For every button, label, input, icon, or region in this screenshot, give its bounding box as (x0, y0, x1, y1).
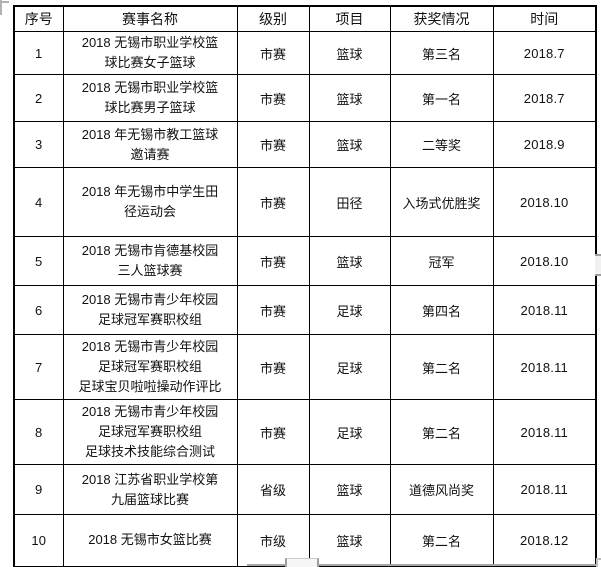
cell-award: 第二名 (389, 334, 494, 400)
cell-no: 10 (13, 514, 64, 567)
cell-date: 2018.11 (492, 285, 597, 335)
cell-date: 2018.9 (492, 121, 597, 168)
cell-event: 2018 无锡市青少年校园 足球冠军赛职校组 足球技术技能综合测试 (62, 399, 238, 465)
table-row: 4 2018 年无锡市中学生田 径运动会 市赛 田径 入场式优胜奖 2018.1… (13, 167, 597, 237)
cell-date: 2018.10 (492, 167, 597, 237)
cell-level: 市赛 (236, 74, 310, 122)
table-row: 1 2018 无锡市职业学校篮 球比赛女子篮球 市赛 篮球 第三名 2018.7 (13, 31, 597, 75)
cell-no: 8 (13, 399, 64, 465)
cell-date: 2018.11 (492, 334, 597, 400)
horizontal-scrollbar-thumb[interactable] (285, 558, 319, 567)
cell-award: 第三名 (389, 31, 494, 75)
cell-award: 第四名 (389, 285, 494, 335)
cell-event: 2018 江苏省职业学校第 九届篮球比赛 (62, 464, 238, 515)
cell-level: 市赛 (236, 167, 310, 237)
cell-sport: 篮球 (308, 121, 391, 168)
table-row: 10 2018 无锡市女篮比赛 市级 篮球 第二名 2018.12 (13, 514, 597, 567)
cell-sport: 篮球 (308, 514, 391, 567)
cell-event: 2018 无锡市女篮比赛 (62, 514, 238, 567)
cell-level: 市赛 (236, 236, 310, 286)
cell-award: 第二名 (389, 399, 494, 465)
cell-event: 2018 无锡市职业学校篮 球比赛男子篮球 (62, 74, 238, 122)
cell-level: 省级 (236, 464, 310, 515)
table-row: 5 2018 无锡市肯德基校园 三人篮球赛 市赛 篮球 冠军 2018.10 (13, 236, 597, 286)
cell-award: 第二名 (389, 514, 494, 567)
cell-level: 市赛 (236, 121, 310, 168)
cell-level: 市赛 (236, 285, 310, 335)
cell-event: 2018 年无锡市教工篮球 邀请赛 (62, 121, 238, 168)
cell-date: 2018.7 (492, 74, 597, 122)
table-header-row: 序号 赛事名称 级别 项目 获奖情况 时间 (13, 5, 597, 32)
cell-event: 2018 无锡市肯德基校园 三人篮球赛 (62, 236, 238, 286)
cell-no: 6 (13, 285, 64, 335)
cell-sport: 篮球 (308, 31, 391, 75)
cropped-cell-edge-vertical (0, 0, 2, 15)
cell-award: 道德风尚奖 (389, 464, 494, 515)
column-header-level: 级别 (236, 5, 310, 32)
cell-sport: 足球 (308, 285, 391, 335)
cell-event: 2018 年无锡市中学生田 径运动会 (62, 167, 238, 237)
cell-level: 市赛 (236, 334, 310, 400)
cell-sport: 篮球 (308, 464, 391, 515)
table-row: 8 2018 无锡市青少年校园 足球冠军赛职校组 足球技术技能综合测试 市赛 足… (13, 399, 597, 465)
column-header-no: 序号 (13, 5, 64, 32)
column-header-event: 赛事名称 (62, 5, 238, 32)
cell-no: 7 (13, 334, 64, 400)
table-row: 2 2018 无锡市职业学校篮 球比赛男子篮球 市赛 篮球 第一名 2018.7 (13, 74, 597, 122)
cell-date: 2018.12 (492, 514, 597, 567)
awards-table: 序号 赛事名称 级别 项目 获奖情况 时间 1 2018 无锡市职业学校篮 球比… (13, 5, 597, 567)
cell-sport: 篮球 (308, 236, 391, 286)
cell-sport: 篮球 (308, 74, 391, 122)
table-row: 6 2018 无锡市青少年校园 足球冠军赛职校组 市赛 足球 第四名 2018.… (13, 285, 597, 335)
scrollbar-corner-fragment (596, 558, 601, 567)
cell-event: 2018 无锡市青少年校园 足球冠军赛职校组 足球宝贝啦啦操动作评比 (62, 334, 238, 400)
cell-no: 1 (13, 31, 64, 75)
cell-date: 2018.7 (492, 31, 597, 75)
cell-date: 2018.11 (492, 399, 597, 465)
cell-date: 2018.10 (492, 236, 597, 286)
table-row: 7 2018 无锡市青少年校园 足球冠军赛职校组 足球宝贝啦啦操动作评比 市赛 … (13, 334, 597, 400)
cell-sport: 足球 (308, 334, 391, 400)
vertical-scrollbar-thumb[interactable] (595, 254, 601, 276)
column-header-date: 时间 (492, 5, 597, 32)
cell-award: 冠军 (389, 236, 494, 286)
cell-no: 2 (13, 74, 64, 122)
cropped-cell-edge-horizontal (0, 1, 9, 3)
cell-award: 二等奖 (389, 121, 494, 168)
cell-event: 2018 无锡市职业学校篮 球比赛女子篮球 (62, 31, 238, 75)
cell-no: 9 (13, 464, 64, 515)
column-header-award: 获奖情况 (389, 5, 494, 32)
cell-level: 市赛 (236, 31, 310, 75)
cell-no: 3 (13, 121, 64, 168)
cell-sport: 田径 (308, 167, 391, 237)
cell-sport: 足球 (308, 399, 391, 465)
column-header-sport: 项目 (308, 5, 391, 32)
cell-date: 2018.11 (492, 464, 597, 515)
cell-award: 第一名 (389, 74, 494, 122)
table-row: 3 2018 年无锡市教工篮球 邀请赛 市赛 篮球 二等奖 2018.9 (13, 121, 597, 168)
cell-event: 2018 无锡市青少年校园 足球冠军赛职校组 (62, 285, 238, 335)
table-row: 9 2018 江苏省职业学校第 九届篮球比赛 省级 篮球 道德风尚奖 2018.… (13, 464, 597, 515)
cell-no: 5 (13, 236, 64, 286)
cell-level: 市赛 (236, 399, 310, 465)
horizontal-scrollbar-track-edge (247, 564, 601, 566)
cell-award: 入场式优胜奖 (389, 167, 494, 237)
cell-no: 4 (13, 167, 64, 237)
